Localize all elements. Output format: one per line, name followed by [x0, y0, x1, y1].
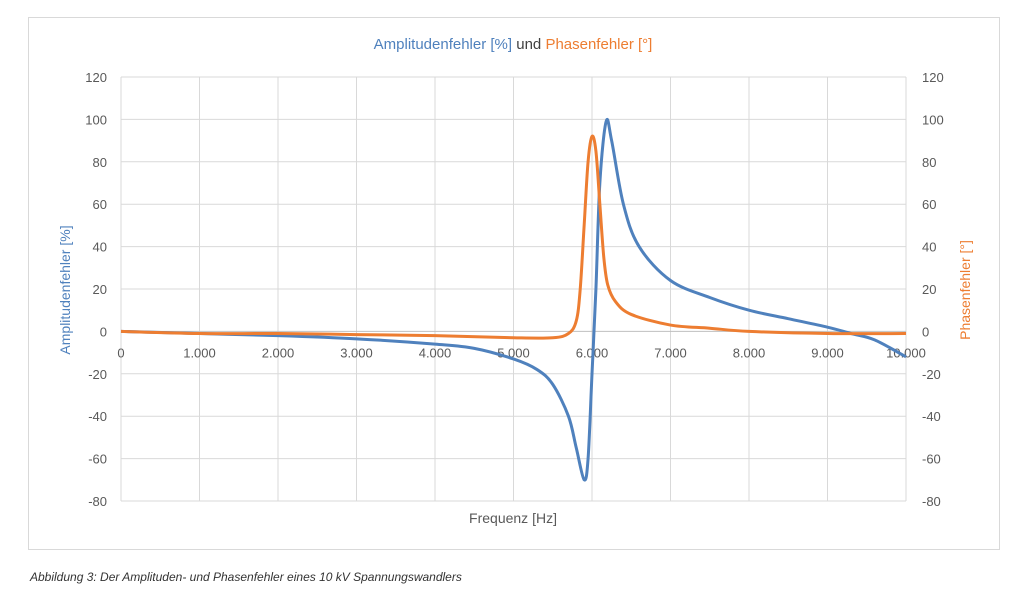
title-amplitude: Amplitudenfehler [%] — [374, 36, 512, 53]
y-left-tick-label: -60 — [88, 452, 107, 467]
y-left-tick-label: 40 — [93, 240, 107, 255]
x-tick-label: 4.000 — [419, 345, 452, 360]
y-left-tick-label: 100 — [85, 112, 107, 127]
x-tick-label: 8.000 — [733, 345, 766, 360]
y-left-tick-label: -40 — [88, 409, 107, 424]
y-right-tick-label: -80 — [922, 494, 941, 509]
y-right-tick-label: -20 — [922, 367, 941, 382]
y-right-tick-label: 60 — [922, 197, 936, 212]
y-right-tick-label: 80 — [922, 155, 936, 170]
x-tick-label: 10.000 — [886, 345, 926, 360]
y-left-tick-label: 60 — [93, 197, 107, 212]
phase-series-line — [120, 134, 907, 340]
chart-frame — [28, 17, 1000, 550]
y-right-tick-label: 100 — [922, 112, 944, 127]
y-left-tick-label: 0 — [100, 324, 107, 339]
y-right-tick-label: 0 — [922, 324, 929, 339]
title-and: und — [512, 36, 545, 53]
chart: Amplitudenfehler [%] und Phasenfehler [°… — [57, 36, 973, 526]
x-tick-label: 3.000 — [340, 345, 373, 360]
y-left-tick-label: 20 — [93, 282, 107, 297]
x-tick-label: 0 — [117, 345, 124, 360]
y-right-tick-label: 120 — [922, 70, 944, 85]
x-tick-label: 2.000 — [262, 345, 295, 360]
y-right-tick-label: -40 — [922, 409, 941, 424]
x-tick-label: 7.000 — [654, 345, 687, 360]
title-phase: Phasenfehler [°] — [545, 36, 652, 53]
x-tick-label: 9.000 — [811, 345, 844, 360]
y-left-tick-label: -20 — [88, 367, 107, 382]
y-left-tick-label: 80 — [93, 155, 107, 170]
y-left-tick-label: 120 — [85, 70, 107, 85]
y-left-tick-label: -80 — [88, 494, 107, 509]
y-right-tick-label: -60 — [922, 452, 941, 467]
amplitude-series-line — [120, 118, 907, 482]
y-right-tick-label: 20 — [922, 282, 936, 297]
chart-title: Amplitudenfehler [%] und Phasenfehler [°… — [374, 36, 653, 53]
y-right-tick-label: 40 — [922, 240, 936, 255]
x-axis-label: Frequenz [Hz] — [469, 510, 557, 526]
x-tick-label: 1.000 — [183, 345, 216, 360]
figure-caption: Abbildung 3: Der Amplituden- und Phasenf… — [30, 570, 462, 584]
y-axis-right-label: Phasenfehler [°] — [957, 240, 973, 340]
y-axis-left-label: Amplitudenfehler [%] — [57, 225, 73, 354]
